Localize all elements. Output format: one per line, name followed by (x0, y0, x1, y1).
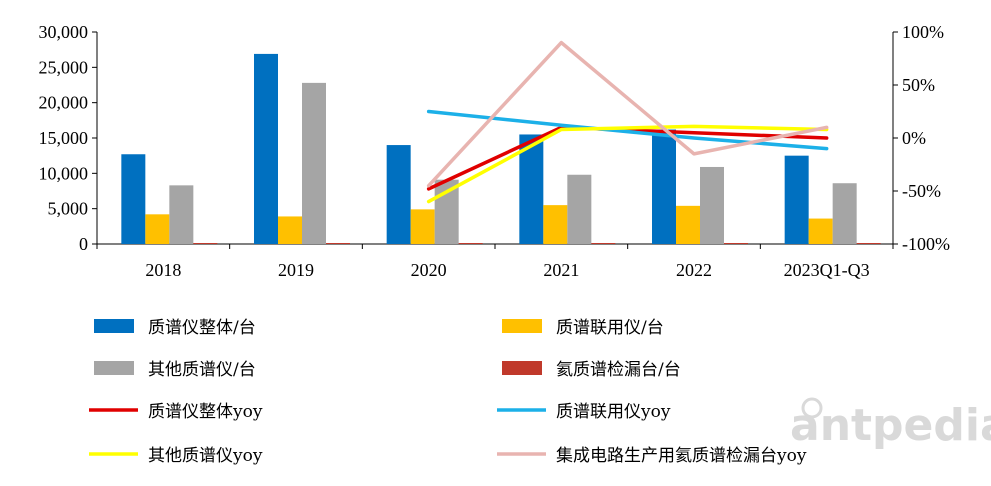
yoy-line (426, 125, 829, 191)
bar (410, 209, 435, 244)
bar (458, 243, 483, 244)
watermark-text: antpedia (790, 400, 991, 451)
legend-label: 质谱仪整体/台 (148, 318, 256, 338)
left-tick-label: 25,000 (39, 57, 89, 77)
legend-label: 集成电路生产用氦质谱检漏台yoy (556, 446, 807, 466)
bar (676, 205, 700, 244)
left-tick-label: 5,000 (48, 199, 89, 219)
bar (254, 53, 278, 245)
right-tick-label: 100% (902, 22, 944, 42)
bar (121, 154, 146, 244)
bar (591, 243, 616, 244)
bar (567, 174, 592, 244)
bar (784, 155, 809, 244)
right-tick-label: -50% (902, 181, 941, 201)
legend-label: 质谱联用仪yoy (556, 402, 671, 422)
bar (543, 205, 568, 244)
bar (700, 166, 724, 244)
x-tick-label: 2023Q1-Q3 (784, 260, 870, 280)
legend-label: 其他质谱仪yoy (148, 446, 263, 466)
legend-label: 其他质谱仪/台 (148, 360, 256, 380)
bar (832, 183, 857, 244)
yoy-line (426, 109, 829, 151)
right-tick-label: -100% (902, 234, 950, 254)
yoy-line (426, 124, 829, 204)
bar (326, 243, 350, 244)
bar (302, 82, 326, 244)
legend-label: 质谱联用仪/台 (556, 318, 664, 338)
bar (169, 185, 194, 244)
left-tick-label: 15,000 (39, 128, 89, 148)
legend-swatch (502, 361, 542, 375)
bar (808, 218, 833, 244)
legend-swatch (502, 319, 542, 333)
yoy-line (426, 40, 829, 188)
left-tick-label: 10,000 (39, 163, 89, 183)
bar (434, 179, 459, 244)
legend-label: 质谱仪整体yoy (148, 402, 263, 422)
x-tick-label: 2019 (278, 260, 314, 280)
right-tick-label: 0% (902, 128, 926, 148)
bar (145, 214, 170, 244)
bars (121, 53, 881, 245)
right-tick-label: 50% (902, 75, 935, 95)
watermark-logo-icon (801, 397, 823, 419)
bar (193, 243, 218, 244)
x-tick-label: 2022 (676, 260, 712, 280)
bar (856, 243, 881, 244)
bar (278, 216, 302, 244)
bar (519, 134, 544, 244)
x-tick-label: 2018 (145, 260, 181, 280)
left-tick-label: 30,000 (39, 22, 89, 42)
yoy-lines (426, 40, 829, 204)
left-tick-label: 0 (79, 234, 88, 254)
bar (652, 129, 676, 244)
bar (724, 243, 748, 244)
bar (386, 145, 411, 244)
legend-label: 氦质谱检漏台/台 (556, 360, 681, 380)
x-tick-label: 2020 (411, 260, 447, 280)
x-tick-label: 2021 (543, 260, 579, 280)
watermark: antpedia (790, 397, 991, 451)
legend-swatch (94, 319, 134, 333)
legend-swatch (94, 361, 134, 375)
left-tick-label: 20,000 (39, 93, 89, 113)
axes: 0 5,000 10,000 15,000 20,000 25,000 30,000 -100… (39, 22, 951, 280)
